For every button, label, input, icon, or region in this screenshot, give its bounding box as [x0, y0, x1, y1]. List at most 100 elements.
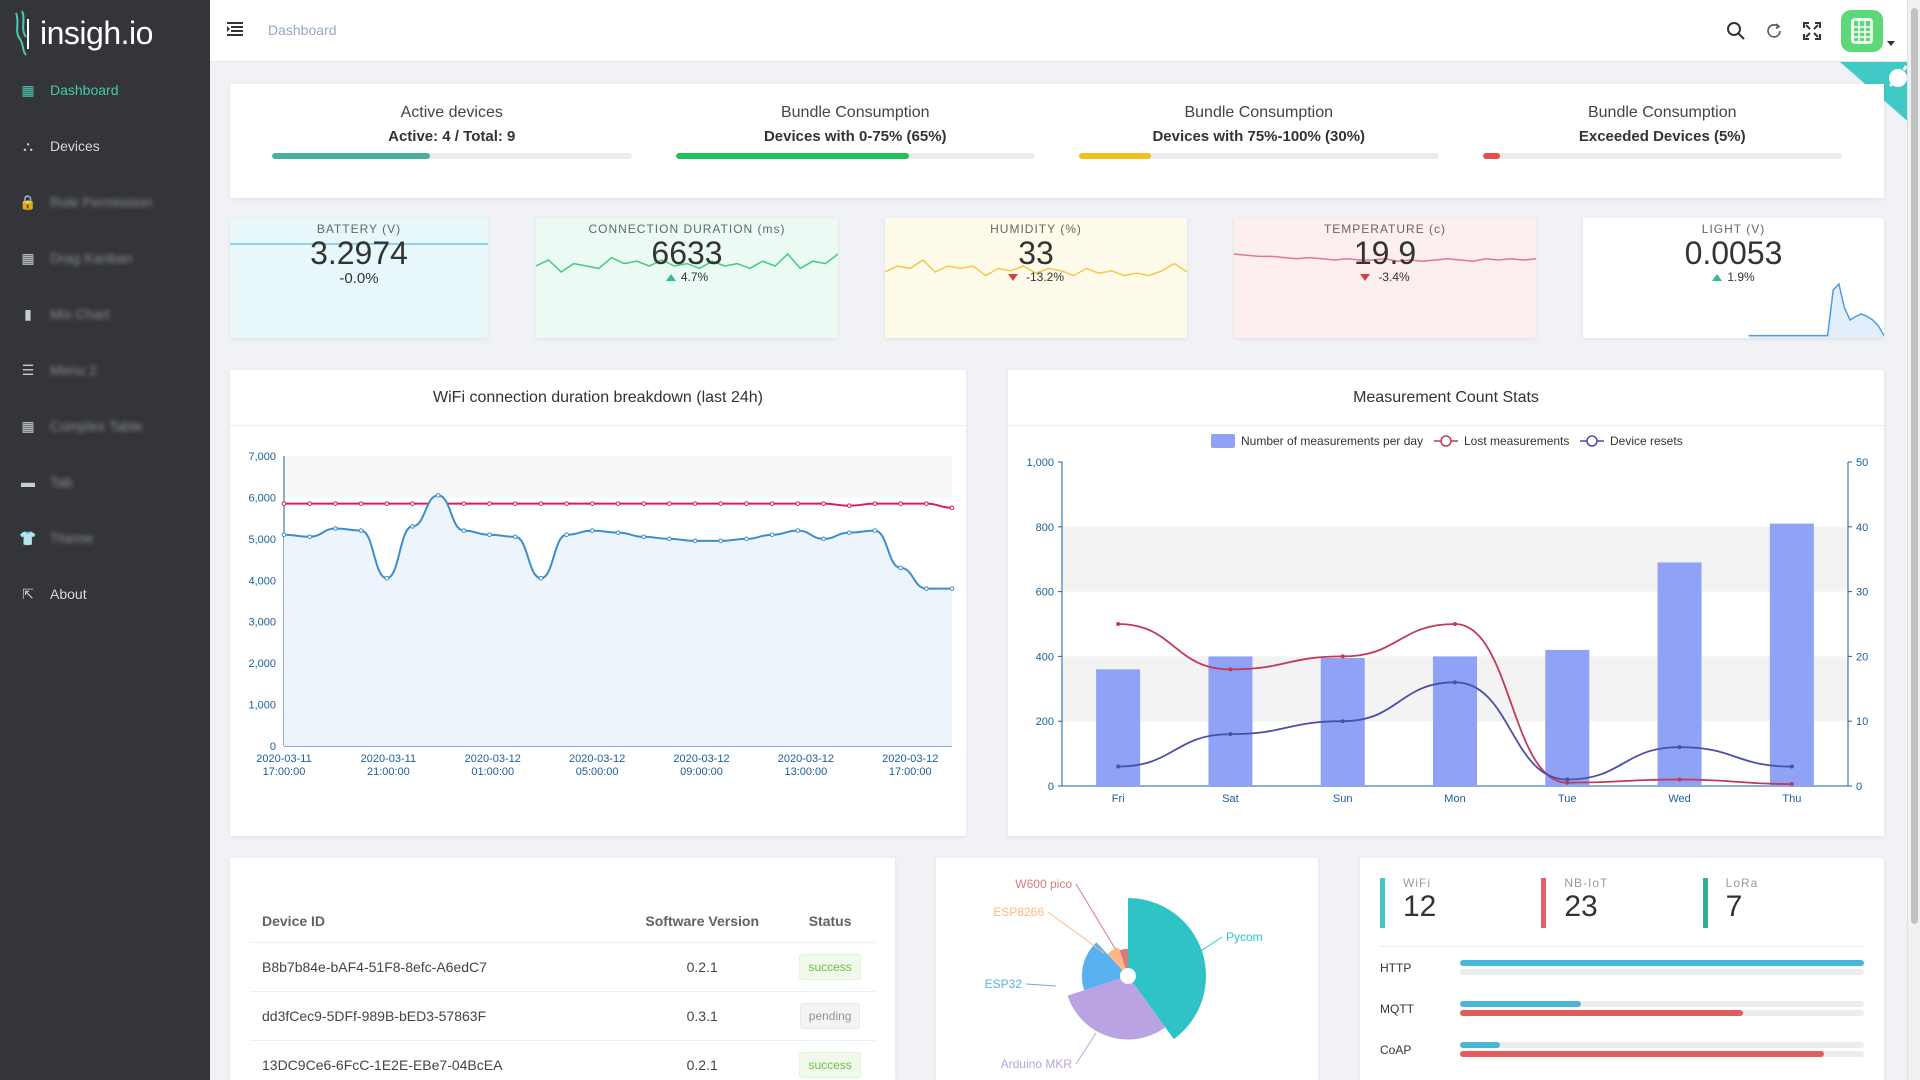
sparkline-svg [885, 259, 1187, 277]
col-device-id[interactable]: Device ID [250, 900, 620, 943]
col-status[interactable]: Status [785, 900, 875, 943]
protocol-label: HTTP [1380, 960, 1412, 975]
search-icon[interactable] [1717, 11, 1755, 51]
y-tick-label: 0 [1048, 781, 1054, 793]
summary-item: Bundle Consumption Devices with 75%-100% … [1057, 100, 1461, 198]
scroll-thumb[interactable] [1911, 8, 1918, 924]
progress-fill [1482, 153, 1501, 159]
pie-label: Arduino MKR [1001, 1057, 1073, 1071]
protocol-stat-wifi: WiFi 12 [1380, 876, 1541, 928]
series-point [718, 501, 724, 506]
measurement-bar-chart-svg: Number of measurements per day Lost measu… [1026, 434, 1868, 805]
series-point [410, 501, 415, 506]
series-point [949, 586, 955, 591]
avatar[interactable] [1841, 10, 1895, 52]
sidebar-menu: ▦ Dashboard ⛬ Devices 🔒 Role Permission ▦ Drag … [0, 62, 210, 622]
sidebar-item-devices[interactable]: ⛬ Devices [0, 118, 210, 174]
metric-card-battery: BATTERY (V) 3.2974 -0.0% [230, 218, 488, 338]
caret-down-icon[interactable] [1887, 41, 1895, 46]
pie-label: W600 pico [1015, 877, 1072, 891]
series-point [1228, 667, 1233, 672]
summary-title: Bundle Consumption [1587, 104, 1737, 121]
x-tick-date: 2020-03-11 [361, 753, 416, 765]
sidebar-item-about[interactable]: ⇱ About [0, 566, 210, 622]
pie-label: ESP32 [985, 977, 1023, 991]
x-tick-time: 17:00:00 [889, 766, 932, 778]
series-point [590, 528, 595, 533]
x-tick-label: Mon [1444, 793, 1465, 805]
sidebar: insigh.io ▦ Dashboard ⛬ Devices 🔒 Role Permis… [0, 0, 210, 1080]
series-point [1453, 622, 1457, 626]
protocol-row-mqtt: MQTT [1360, 988, 1884, 1029]
pie-slice-esp8266 [1107, 947, 1126, 971]
device-id-cell: dd3fCec9-5DFf-989B-bED3-57863F [250, 991, 620, 1041]
series-point [667, 501, 672, 506]
trend-down-icon [1007, 273, 1018, 281]
pie-slice-w600-pico [1119, 948, 1128, 969]
sidebar-item-mix-chart[interactable]: ▮ Mix Chart [0, 286, 210, 342]
status-badge: pending [799, 1002, 861, 1029]
fullscreen-icon[interactable] [1793, 11, 1831, 51]
refresh-icon[interactable] [1755, 11, 1793, 51]
sidebar-item-role-permission[interactable]: 🔒 Role Permission [0, 174, 210, 230]
sidebar-item-dashboard[interactable]: ▦ Dashboard [0, 62, 210, 118]
breadcrumb[interactable]: Dashboard [268, 22, 337, 38]
metric-card-temperature: TEMPERATURE (c) 19.9 -3.4% [1234, 218, 1536, 338]
protocol-bar-blue [1460, 960, 1864, 966]
series-point [769, 532, 775, 538]
sidebar-item-menu-2[interactable]: ☰ Menu 2 [0, 342, 210, 398]
legend: Number of measurements per day Lost measu… [1211, 434, 1683, 448]
series-point [512, 501, 518, 506]
table-row[interactable]: 13DC9Ce6-6FcC-1E2E-EBe7-04BcEA 0.2.1 succe… [250, 1040, 875, 1080]
x-tick-date: 2020-03-12 [882, 753, 938, 765]
sidebar-item-label: Role Permission [50, 194, 152, 210]
protocol-stat-lora: LoRa 7 [1702, 876, 1864, 928]
y-tick-label: 6,000 [248, 492, 276, 504]
series-point [384, 575, 390, 581]
progress-fill [1079, 153, 1151, 159]
y-tick-label: 200 [1036, 716, 1054, 728]
progress-bar [272, 153, 632, 159]
metric-label: HUMIDITY (%) [990, 222, 1082, 236]
series-point [795, 501, 801, 506]
sparkline-svg [230, 243, 488, 245]
series-point [1340, 654, 1345, 659]
series-point [1228, 732, 1233, 737]
metric-delta-value: -0.0% [339, 270, 379, 287]
legend-label: Device resets [1610, 434, 1683, 448]
sidebar-item-complex-table[interactable]: ▦ Complex Table [0, 398, 210, 454]
hamburger-icon[interactable] [226, 20, 244, 38]
summary-item: Bundle Consumption Devices with 0-75% (65… [654, 100, 1058, 198]
page-scrollbar[interactable] [1907, 0, 1920, 1080]
devices-tree-icon: ⛬ [23, 137, 33, 154]
table-row[interactable]: B8b7b84e-bAF4-51F8-8efc-A6edC7 0.2.1 succe… [250, 942, 875, 992]
logo[interactable]: insigh.io [10, 8, 153, 58]
sidebar-item-label: Menu 2 [50, 362, 97, 378]
table-row[interactable]: dd3fCec9-5DFf-989B-bED3-57863F 0.3.1 pendi… [250, 991, 875, 1041]
version-cell: 0.3.1 [619, 991, 786, 1041]
series-point [1789, 764, 1794, 769]
bar [1769, 523, 1814, 786]
series-area [284, 495, 952, 746]
x-tick-date: 2020-03-12 [673, 753, 729, 765]
x-tick-label: Wed [1668, 793, 1690, 805]
legend-item: Lost measurements [1434, 434, 1569, 448]
metric-delta: -3.4% [1234, 270, 1536, 284]
pie-slice-pycom [1128, 898, 1206, 1040]
sidebar-item-tab[interactable]: ▬ Tab [0, 454, 210, 510]
protocol-bar-red [1460, 969, 1864, 975]
col-software-version[interactable]: Software Version [619, 900, 786, 943]
series-point [924, 586, 929, 591]
progress-bar [1482, 153, 1842, 159]
external-link-icon: ⇱ [22, 585, 34, 602]
x-tick-date: 2020-03-12 [778, 753, 834, 765]
sparkline [885, 259, 1187, 277]
legend-item: Device resets [1580, 434, 1683, 448]
series-point [795, 528, 801, 533]
sidebar-item-drag-kanban[interactable]: ▦ Drag Kanban [0, 230, 210, 286]
sidebar-item-theme[interactable]: 👕 Theme [0, 510, 210, 566]
metric-delta-value: -13.2% [1025, 270, 1065, 284]
stat-accent-bar [1541, 878, 1547, 928]
pie-label: ESP8266 [993, 905, 1044, 919]
